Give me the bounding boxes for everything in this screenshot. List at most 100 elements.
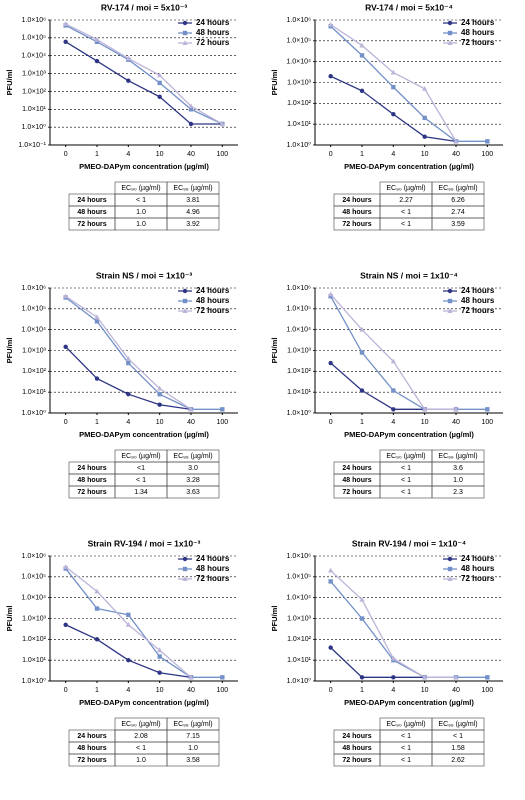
marker [188,107,194,112]
marker [188,674,194,680]
y-tick-label: 1.0×10³ [22,347,47,354]
y-tick-label: 1.0×10⁵ [21,35,46,42]
x-tick-label: 0 [64,687,68,694]
marker [63,564,69,569]
y-tick-label: 1.0×10⁴ [286,595,311,602]
marker [485,407,490,412]
table-cell-text: <1 [137,465,145,472]
table-cell-text: < 1 [136,745,146,752]
marker [390,69,396,75]
marker [182,298,188,304]
table-cell-text: 48 hours [342,477,371,484]
legend-label: 24 hours [461,554,495,563]
marker [182,576,188,581]
legend-label: 72 hours [196,574,230,583]
x-axis-label: PMEO-DAPym concentration (µg/ml) [79,698,209,707]
legend-label: 24 hours [461,286,495,295]
x-tick-label: 1 [360,687,364,694]
series-line [330,24,457,142]
marker [359,388,365,393]
x-tick-label: 100 [481,151,493,158]
table-cell-text: < 1 [136,477,146,484]
table-cell-text: < 1 [401,465,411,472]
marker [126,657,131,663]
table-cell-text: 4.96 [186,209,200,216]
series-line [330,647,425,678]
y-tick-label: 1.0×10² [22,368,47,375]
table-cell [431,217,485,231]
marker [220,407,225,412]
y-tick-label: 1.0×10¹ [287,657,312,664]
marker [359,616,365,621]
legend-label: 72 hours [196,38,230,47]
table-cell-text: 48 hours [342,209,371,216]
table-cell-text: 24 hours [77,733,106,740]
legend-label: 24 hours [196,286,230,295]
marker [328,21,334,27]
y-tick-label: 1.0×10⁵ [21,306,46,313]
x-tick-label: 1 [95,419,99,426]
table-cell-text: 1.0 [188,745,198,752]
marker [391,388,396,393]
table-cell [166,753,220,767]
x-axis-label: PMEO-DAPym concentration (µg/ml) [79,162,209,171]
y-tick-label: 1.0×10⁶ [287,17,312,24]
y-tick-label: 1.0×10³ [22,615,47,622]
y-tick-label: 1.0×10⁴ [286,59,311,66]
marker [359,596,365,602]
y-tick-label: 1.0×10⁰ [287,141,312,149]
table-cell [166,485,220,499]
legend-label: 48 hours [196,28,230,37]
marker [182,20,188,26]
x-tick-label: 10 [421,419,429,426]
marker [422,115,427,121]
marker [390,358,396,364]
x-tick-label: 0 [64,419,68,426]
marker [328,294,333,299]
series-line [330,581,488,678]
y-tick-label: 1.0×10⁵ [21,574,46,581]
y-tick-label: 1.0×10³ [287,615,312,622]
y-tick-label: 1.0×10⁻¹ [18,142,46,149]
marker [182,40,188,45]
marker [391,675,396,680]
y-tick-label: 1.0×10² [287,100,312,107]
marker [94,319,100,324]
marker [63,39,68,45]
y-axis-label: PFU/ml [270,606,279,632]
marker [63,21,69,26]
y-axis-label: PFU/ml [5,606,14,632]
marker [219,121,225,126]
table-cell-text: 3.81 [186,197,200,204]
table-header: EC₉₉ (µg/ml) [173,453,212,460]
marker [359,42,365,48]
table-cell-text: 1.0 [453,477,463,484]
marker [63,293,69,299]
y-tick-label: 1.0×10¹ [287,389,312,396]
legend-label: 48 hours [196,296,230,305]
table-cell-text: 2.3 [453,489,463,496]
marker [447,298,453,304]
table-cell-text: 48 hours [77,477,106,484]
x-tick-label: 4 [126,419,130,426]
marker [126,612,131,618]
marker [125,621,131,627]
y-tick-label: 1.0×10⁴ [21,595,46,602]
chart-title: RV-174 / moi = 5x10⁻⁴ [365,2,453,12]
y-tick-label: 1.0×10⁵ [286,38,311,45]
series-line [65,296,223,410]
table-cell-text: < 1 [401,221,411,228]
marker [485,139,490,144]
marker [63,622,68,627]
table-cell-text: 1.0 [136,757,146,764]
y-tick-label: 1.0×10¹ [287,121,312,128]
marker [126,391,131,397]
y-tick-label: 1.0×10⁶ [22,285,47,292]
x-tick-label: 40 [187,687,195,694]
marker [328,74,333,79]
legend-label: 72 hours [461,306,495,315]
marker [485,675,490,680]
marker [359,88,365,93]
table-cell-text: 24 hours [77,465,106,472]
